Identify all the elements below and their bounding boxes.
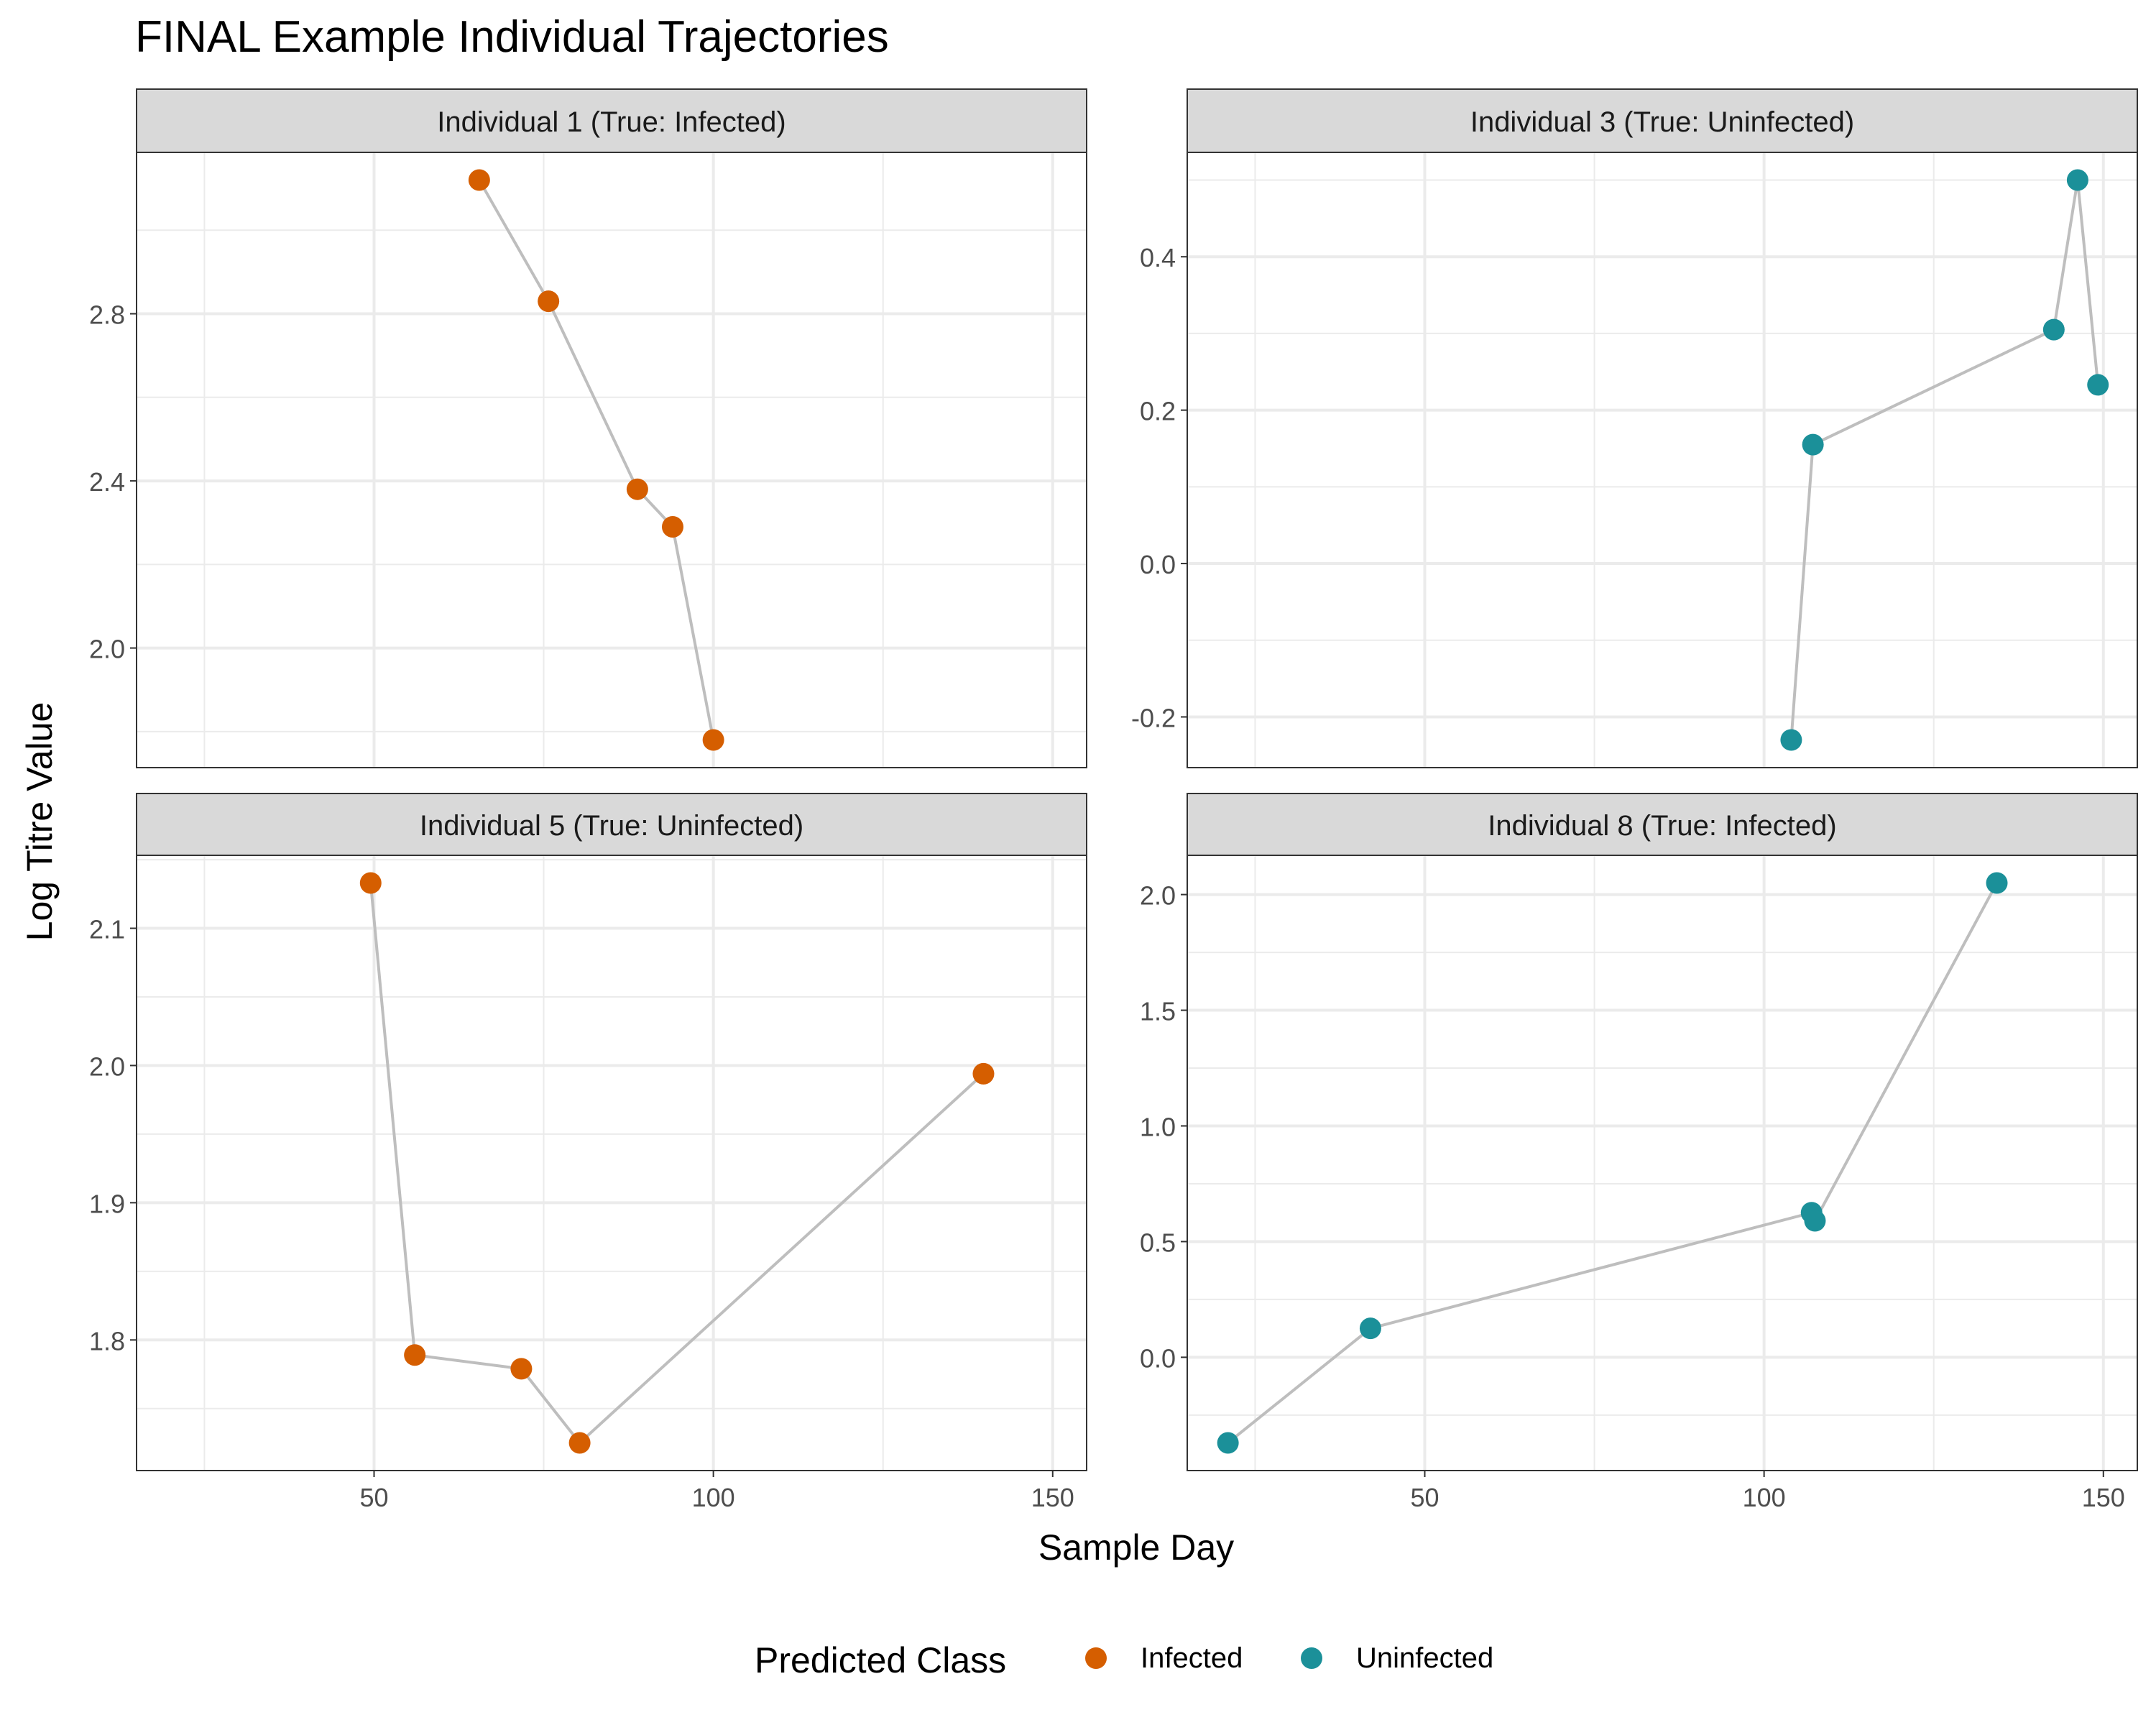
legend-key [1301, 1647, 1322, 1669]
data-point [468, 169, 490, 191]
y-tick-label: 2.1 [89, 915, 125, 944]
x-tick-label: 100 [692, 1483, 735, 1512]
y-axis-label: Log Titre Value [19, 702, 60, 942]
legend-key [1085, 1647, 1107, 1669]
panel-background [1187, 855, 2137, 1471]
y-tick-label: 0.2 [1140, 397, 1176, 426]
panel-border [1187, 152, 2138, 768]
legend: Predicted Class Infected Uninfected [755, 1640, 1493, 1680]
y-tick-label: 0.5 [1140, 1228, 1176, 1257]
facet-panels: Individual 1 (True: Infected)2.02.42.8In… [89, 88, 2138, 1512]
data-point [510, 1358, 533, 1380]
data-point [702, 729, 724, 751]
x-tick-label: 150 [1031, 1483, 1074, 1512]
legend-entry: Uninfected [1301, 1642, 1493, 1674]
data-point [1986, 872, 2008, 894]
facet-strip-label: Individual 5 (True: Uninfected) [420, 810, 803, 842]
y-tick-label: 0.0 [1140, 550, 1176, 579]
panel-background [137, 855, 1087, 1471]
data-point [404, 1344, 426, 1366]
legend-label: Infected [1141, 1642, 1243, 1674]
facet-strip-label: Individual 3 (True: Uninfected) [1470, 106, 1854, 138]
facet-strip-label: Individual 8 (True: Infected) [1488, 810, 1836, 842]
y-tick-label: 1.0 [1140, 1112, 1176, 1141]
data-point [626, 478, 648, 500]
data-point [568, 1432, 591, 1454]
y-tick-label: 1.5 [1140, 997, 1176, 1026]
facet-strip [136, 793, 1087, 856]
y-tick-label: 1.9 [89, 1189, 125, 1218]
panel-background [1187, 152, 2137, 768]
x-tick-label: 50 [1410, 1483, 1439, 1512]
y-tick-label: 2.0 [1140, 881, 1176, 911]
facet-strip [1187, 88, 2138, 153]
panel-border [136, 152, 1087, 768]
y-tick-label: 2.0 [89, 635, 125, 664]
facet-panel: Individual 8 (True: Infected) 0.0 0.5 1.0 1.… [1140, 793, 2138, 1512]
y-tick-label: 2.0 [89, 1052, 125, 1081]
legend-label: Uninfected [1356, 1642, 1493, 1674]
x-axis-label: Sample Day [1038, 1527, 1234, 1568]
data-point [972, 1062, 995, 1085]
legend-entry: Infected [1085, 1642, 1243, 1674]
panel-border [136, 855, 1087, 1471]
y-tick-label: 0.4 [1140, 243, 1176, 272]
data-point [1217, 1432, 1239, 1454]
legend-title: Predicted Class [755, 1640, 1006, 1680]
y-tick-label: 1.8 [89, 1326, 125, 1356]
data-point [661, 516, 683, 538]
x-tick-label: 100 [1743, 1483, 1786, 1512]
y-tick-label: 2.4 [89, 467, 125, 497]
y-tick-label: 0.0 [1140, 1343, 1176, 1373]
data-point [2042, 318, 2065, 341]
chart-title: FINAL Example Individual Trajectories [135, 12, 889, 62]
panel-border [1187, 855, 2138, 1471]
legend-entries: Infected Uninfected [1085, 1642, 1493, 1674]
data-point [1359, 1317, 1381, 1340]
data-point [2066, 169, 2088, 191]
x-tick-label: 50 [359, 1483, 388, 1512]
facet-strip [136, 88, 1087, 153]
data-point [359, 872, 382, 894]
y-tick-label: -0.2 [1131, 703, 1176, 732]
data-point [1802, 433, 1824, 456]
facet-panel: Individual 5 (True: Uninfected) 1.8 1.9 2.0… [89, 793, 1087, 1512]
facet-strip-label: Individual 1 (True: Infected) [437, 106, 786, 138]
facet-panel: Individual 1 (True: Infected) 2.0 2.4 2.8 [89, 88, 1087, 768]
y-tick-label: 2.8 [89, 300, 125, 330]
data-point [1780, 729, 1802, 751]
x-tick-label: 150 [2082, 1483, 2125, 1512]
data-point [1804, 1210, 1826, 1232]
facet-panel: Individual 3 (True: Uninfected) -0.2 0.0 0.… [1131, 88, 2138, 768]
data-point [538, 290, 560, 313]
panel-background [137, 152, 1087, 768]
data-point [2087, 374, 2109, 396]
